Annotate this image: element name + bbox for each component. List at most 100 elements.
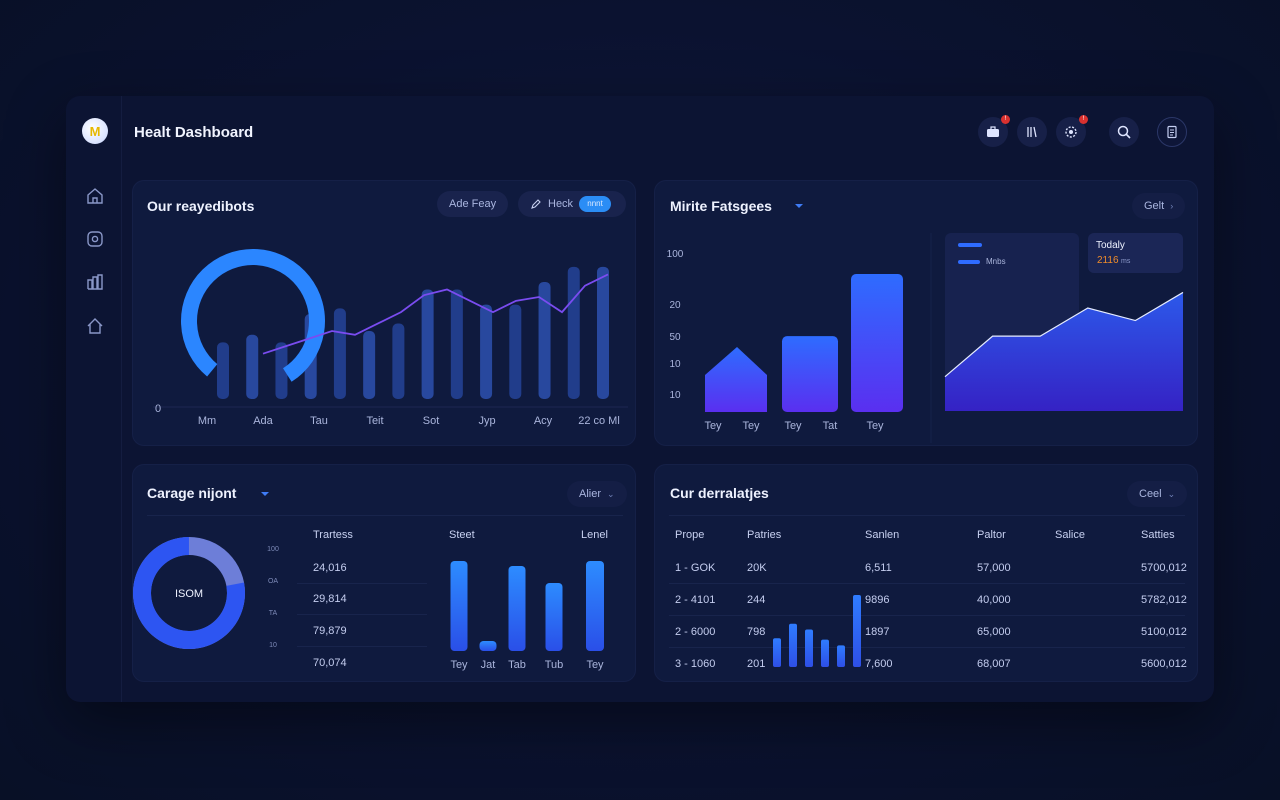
panel-storage: Carage nijont Alier ⌄ ISOM 100 OA TA 10 Tey Jat… (132, 464, 636, 682)
chart-bar (450, 561, 468, 651)
filter-button[interactable]: Alier ⌄ (567, 481, 627, 507)
filter-button[interactable]: Ceel ⌄ (1127, 481, 1188, 507)
settings-button[interactable]: ! (1056, 115, 1088, 147)
panel-details: Cur derralatjes Ceel ⌄ Prope Patries Sanlen… (654, 464, 1198, 682)
today-value: 2116 (1097, 255, 1119, 266)
chart-bar (567, 266, 580, 399)
table-cell: 5700,012 (1141, 562, 1187, 574)
value-cell: 70,074 (313, 657, 347, 669)
app-logo[interactable]: M (82, 118, 108, 144)
house-icon[interactable] (85, 316, 105, 336)
search-icon (1117, 125, 1131, 139)
divider (297, 646, 427, 647)
column-header[interactable]: Paltor (977, 529, 1006, 541)
table-cell: 6,511 (865, 562, 892, 574)
x-axis-label: Mm (198, 415, 216, 427)
hack-pill[interactable]: Heck nnnt (518, 191, 626, 217)
row-divider (669, 583, 1185, 584)
y-axis-label: 20 (669, 300, 681, 311)
search-button[interactable] (1109, 117, 1139, 147)
donut-tick: OA (268, 578, 278, 585)
y-zero-label: 0 (155, 403, 162, 415)
metrics-chart: 100 20 50 10 10 Tey Tey Tey Tat Tey Mnbs Todaly 2116… (667, 233, 1184, 443)
table-cell: 7,600 (865, 658, 893, 670)
x-axis-label: Sot (423, 415, 440, 427)
panel-title: Cur derralatjes (670, 485, 769, 501)
chart-bar (509, 304, 522, 399)
chart-bar (773, 638, 781, 667)
notification-badge: ! (1001, 115, 1010, 124)
home-icon[interactable] (85, 186, 105, 206)
today-label: Todaly (1096, 240, 1125, 251)
legend-swatch (958, 243, 982, 247)
briefcase-button[interactable]: ! (978, 115, 1010, 147)
table-cell: 5782,012 (1141, 594, 1187, 606)
y-axis-label: 50 (669, 332, 681, 343)
details-mini-chart (773, 595, 861, 667)
activity-chart: Mm Ada Tau Teit Sot Jyp Acy 22 co Ml (153, 249, 628, 427)
hack-label: Heck (548, 198, 574, 210)
toggle-switch[interactable]: nnnt (579, 196, 612, 212)
filter-pill[interactable]: Ade Feay (437, 191, 509, 217)
y-axis-label: 10 (669, 390, 681, 401)
table-cell: 57,000 (977, 562, 1011, 574)
table-cell: 5100,012 (1141, 626, 1187, 638)
table-cell: 1897 (865, 626, 890, 638)
row-divider (669, 615, 1185, 616)
table-cell: 798 (747, 626, 766, 638)
logo-letter: M (89, 123, 101, 139)
table-cell: 3 - 1060 (675, 658, 716, 670)
document-button[interactable] (1157, 117, 1187, 147)
chevron-down-icon[interactable] (793, 202, 805, 210)
divider (297, 614, 427, 615)
table-cell: 65,000 (977, 626, 1011, 638)
x-axis-label: Tey (704, 420, 722, 432)
chart-bar (705, 347, 767, 412)
chevron-right-icon: › (1170, 201, 1174, 211)
chart-bar (275, 342, 288, 399)
chevron-down-icon: ⌄ (1167, 488, 1176, 499)
donut-arc (133, 537, 245, 649)
report-icon[interactable] (85, 272, 105, 292)
column-header[interactable]: Prope (675, 529, 705, 541)
storage-chart: ISOM 100 OA TA 10 Tey Jat Tab Tub Tey (133, 537, 604, 671)
filter-button[interactable]: Gelt › (1132, 193, 1186, 219)
value-cell: 79,879 (313, 625, 347, 637)
panel-metrics: Mirite Fatsgees Gelt › 100 20 50 10 10 Tey Tey T… (654, 180, 1198, 446)
tools-icon (1027, 126, 1037, 138)
chart-bar (851, 274, 903, 412)
legend-swatch (958, 260, 980, 264)
gear-icon (1065, 126, 1077, 138)
x-axis-label: Tey (742, 420, 760, 432)
y-axis-label: 100 (667, 249, 684, 260)
page-title: Healt Dashboard (134, 124, 254, 141)
x-axis-label: 22 co Ml (578, 415, 620, 427)
button-label: Ceel (1139, 488, 1162, 500)
column-header[interactable]: Salice (1055, 529, 1085, 541)
chart-bar (821, 639, 829, 667)
column-header[interactable]: Patries (747, 529, 782, 541)
column-header[interactable]: Satties (1141, 529, 1175, 541)
y-axis-label: 10 (669, 359, 681, 370)
tools-button[interactable] (1017, 117, 1047, 147)
chart-bar (217, 342, 229, 399)
x-axis-label: Tey (866, 420, 884, 432)
divider (669, 515, 1185, 516)
panel-activity: Our reayedibots Ade Feay Heck nnnt Mm Ada… (132, 180, 636, 446)
record-icon[interactable] (85, 229, 105, 249)
x-axis-label: Teit (366, 415, 383, 427)
x-axis-label: Tey (450, 659, 468, 671)
chart-bar (480, 304, 493, 399)
chart-bar (837, 645, 845, 667)
column-header: Steet (449, 529, 475, 541)
x-axis-label: Tey (784, 420, 802, 432)
sidebar: M (66, 96, 122, 702)
table-cell: 2 - 6000 (675, 626, 716, 638)
chevron-down-icon[interactable] (259, 490, 271, 498)
table-cell: 68,007 (977, 658, 1011, 670)
column-header[interactable]: Sanlen (865, 529, 900, 541)
chart-bar (392, 323, 405, 399)
donut-tick: 10 (269, 642, 277, 649)
chart-bar (782, 336, 838, 412)
row-divider (669, 647, 1185, 648)
